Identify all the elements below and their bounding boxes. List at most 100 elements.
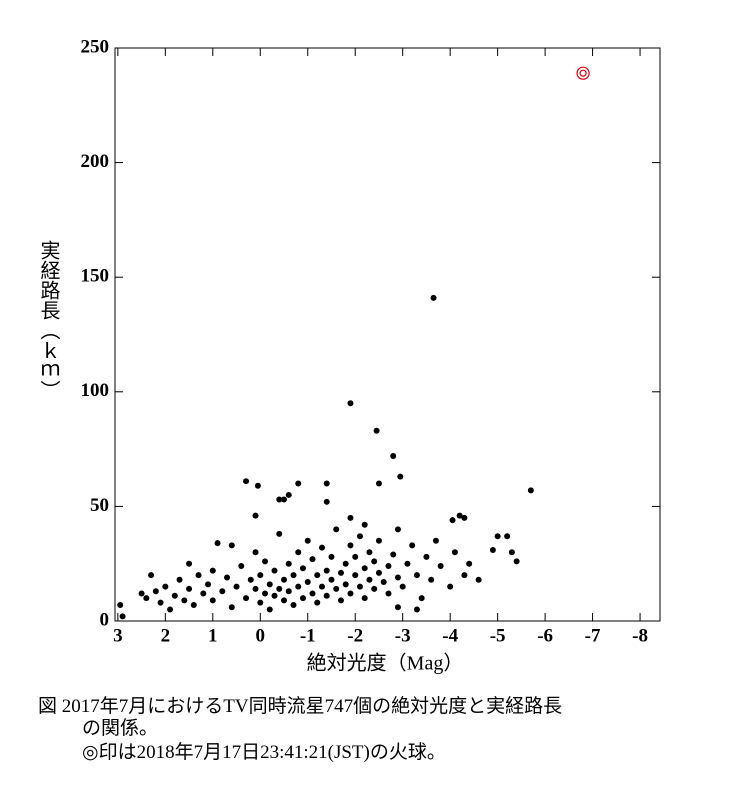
- scatter-point: [254, 482, 261, 489]
- scatter-point: [209, 567, 216, 574]
- scatter-point: [290, 572, 297, 579]
- scatter-point: [209, 597, 216, 604]
- x-tick-label: 0: [256, 625, 266, 646]
- scatter-point: [295, 549, 302, 556]
- plot-frame: [114, 47, 661, 622]
- scatter-point: [205, 581, 212, 588]
- scatter-point: [117, 601, 124, 608]
- y-tick-label: 200: [81, 151, 110, 172]
- scatter-point: [356, 583, 363, 590]
- scatter-point: [243, 478, 250, 485]
- scatter-point: [252, 549, 259, 556]
- y-tick-label: 150: [81, 266, 110, 287]
- scatter-point: [390, 551, 397, 558]
- y-tick-label: 50: [90, 495, 109, 516]
- x-tick-label: -4: [442, 625, 458, 646]
- scatter-point: [281, 597, 288, 604]
- scatter-point: [290, 601, 297, 608]
- scatter-point: [342, 560, 349, 567]
- scatter-point: [394, 526, 401, 533]
- scatter-point: [309, 590, 316, 597]
- scatter-point: [304, 537, 311, 544]
- scatter-point: [243, 595, 250, 602]
- scatter-point: [404, 560, 411, 567]
- scatter-point: [375, 537, 382, 544]
- scatter-point: [190, 601, 197, 608]
- scatter-point: [295, 583, 302, 590]
- scatter-point: [228, 542, 235, 549]
- scatter-point: [266, 606, 273, 613]
- scatter-point: [318, 583, 325, 590]
- scatter-point: [428, 576, 435, 583]
- scatter-point: [385, 562, 392, 569]
- scatter-point: [228, 604, 235, 611]
- scatter-point: [333, 526, 340, 533]
- y-tick-label: 0: [100, 609, 110, 630]
- scatter-point: [447, 583, 454, 590]
- scatter-point: [219, 588, 226, 595]
- scatter-point: [449, 517, 456, 524]
- scatter-point: [323, 592, 330, 599]
- scatter-point: [451, 549, 458, 556]
- scatter-point: [276, 530, 283, 537]
- scatter-point: [252, 585, 259, 592]
- scatter-point: [413, 606, 420, 613]
- scatter-point: [466, 560, 473, 567]
- scatter-point: [371, 585, 378, 592]
- scatter-point: [138, 590, 145, 597]
- x-tick-label: -6: [537, 625, 553, 646]
- scatter-point: [475, 576, 482, 583]
- x-tick-label: 1: [208, 625, 218, 646]
- scatter-point: [309, 556, 316, 563]
- scatter-point: [281, 496, 288, 503]
- scatter-point: [181, 597, 188, 604]
- scatter-point: [390, 452, 397, 459]
- y-axis-label: 実経路長（ｋｍ）: [37, 240, 60, 400]
- scatter-point: [380, 579, 387, 586]
- scatter-point: [361, 521, 368, 528]
- scatter-point: [328, 553, 335, 560]
- scatter-point: [430, 294, 437, 301]
- scatter-point: [385, 590, 392, 597]
- scatter-point: [271, 567, 278, 574]
- scatter-point: [186, 585, 193, 592]
- scatter-point: [461, 572, 468, 579]
- scatter-point: [176, 576, 183, 583]
- scatter-point: [489, 546, 496, 553]
- x-tick-label: 2: [161, 625, 171, 646]
- scatter-point: [257, 572, 264, 579]
- scatter-point: [337, 597, 344, 604]
- scatter-point: [366, 549, 373, 556]
- scatter-point: [456, 512, 463, 519]
- scatter-point: [323, 480, 330, 487]
- x-tick-label: -5: [490, 625, 506, 646]
- scatter-point: [266, 581, 273, 588]
- scatter-point: [418, 595, 425, 602]
- caption-line: 図 2017年7月におけるTV同時流星747個の絶対光度と実経路長: [38, 695, 562, 717]
- scatter-point: [347, 542, 354, 549]
- x-tick-label: 3: [113, 625, 123, 646]
- scatter-point: [148, 572, 155, 579]
- scatter-point: [399, 583, 406, 590]
- scatter-point: [285, 588, 292, 595]
- scatter-point: [437, 562, 444, 569]
- scatter-point: [167, 606, 174, 613]
- scatter-point: [143, 595, 150, 602]
- scatter-point: [423, 553, 430, 560]
- scatter-point: [461, 514, 468, 521]
- scatter-point: [233, 583, 240, 590]
- caption-line: ◎印は2018年7月17日23:41:21(JST)の火球。: [82, 741, 446, 763]
- x-tick-label: -3: [395, 625, 411, 646]
- scatter-point: [397, 473, 404, 480]
- scatter-point: [299, 565, 306, 572]
- scatter-point: [409, 542, 416, 549]
- scatter-point: [342, 581, 349, 588]
- scatter-point: [337, 569, 344, 576]
- scatter-point: [157, 599, 164, 606]
- y-tick-label: 250: [81, 36, 110, 57]
- scatter-point: [328, 576, 335, 583]
- scatter-point: [152, 588, 159, 595]
- fireball-marker: [576, 66, 590, 80]
- scatter-point: [281, 576, 288, 583]
- scatter-point: [352, 553, 359, 560]
